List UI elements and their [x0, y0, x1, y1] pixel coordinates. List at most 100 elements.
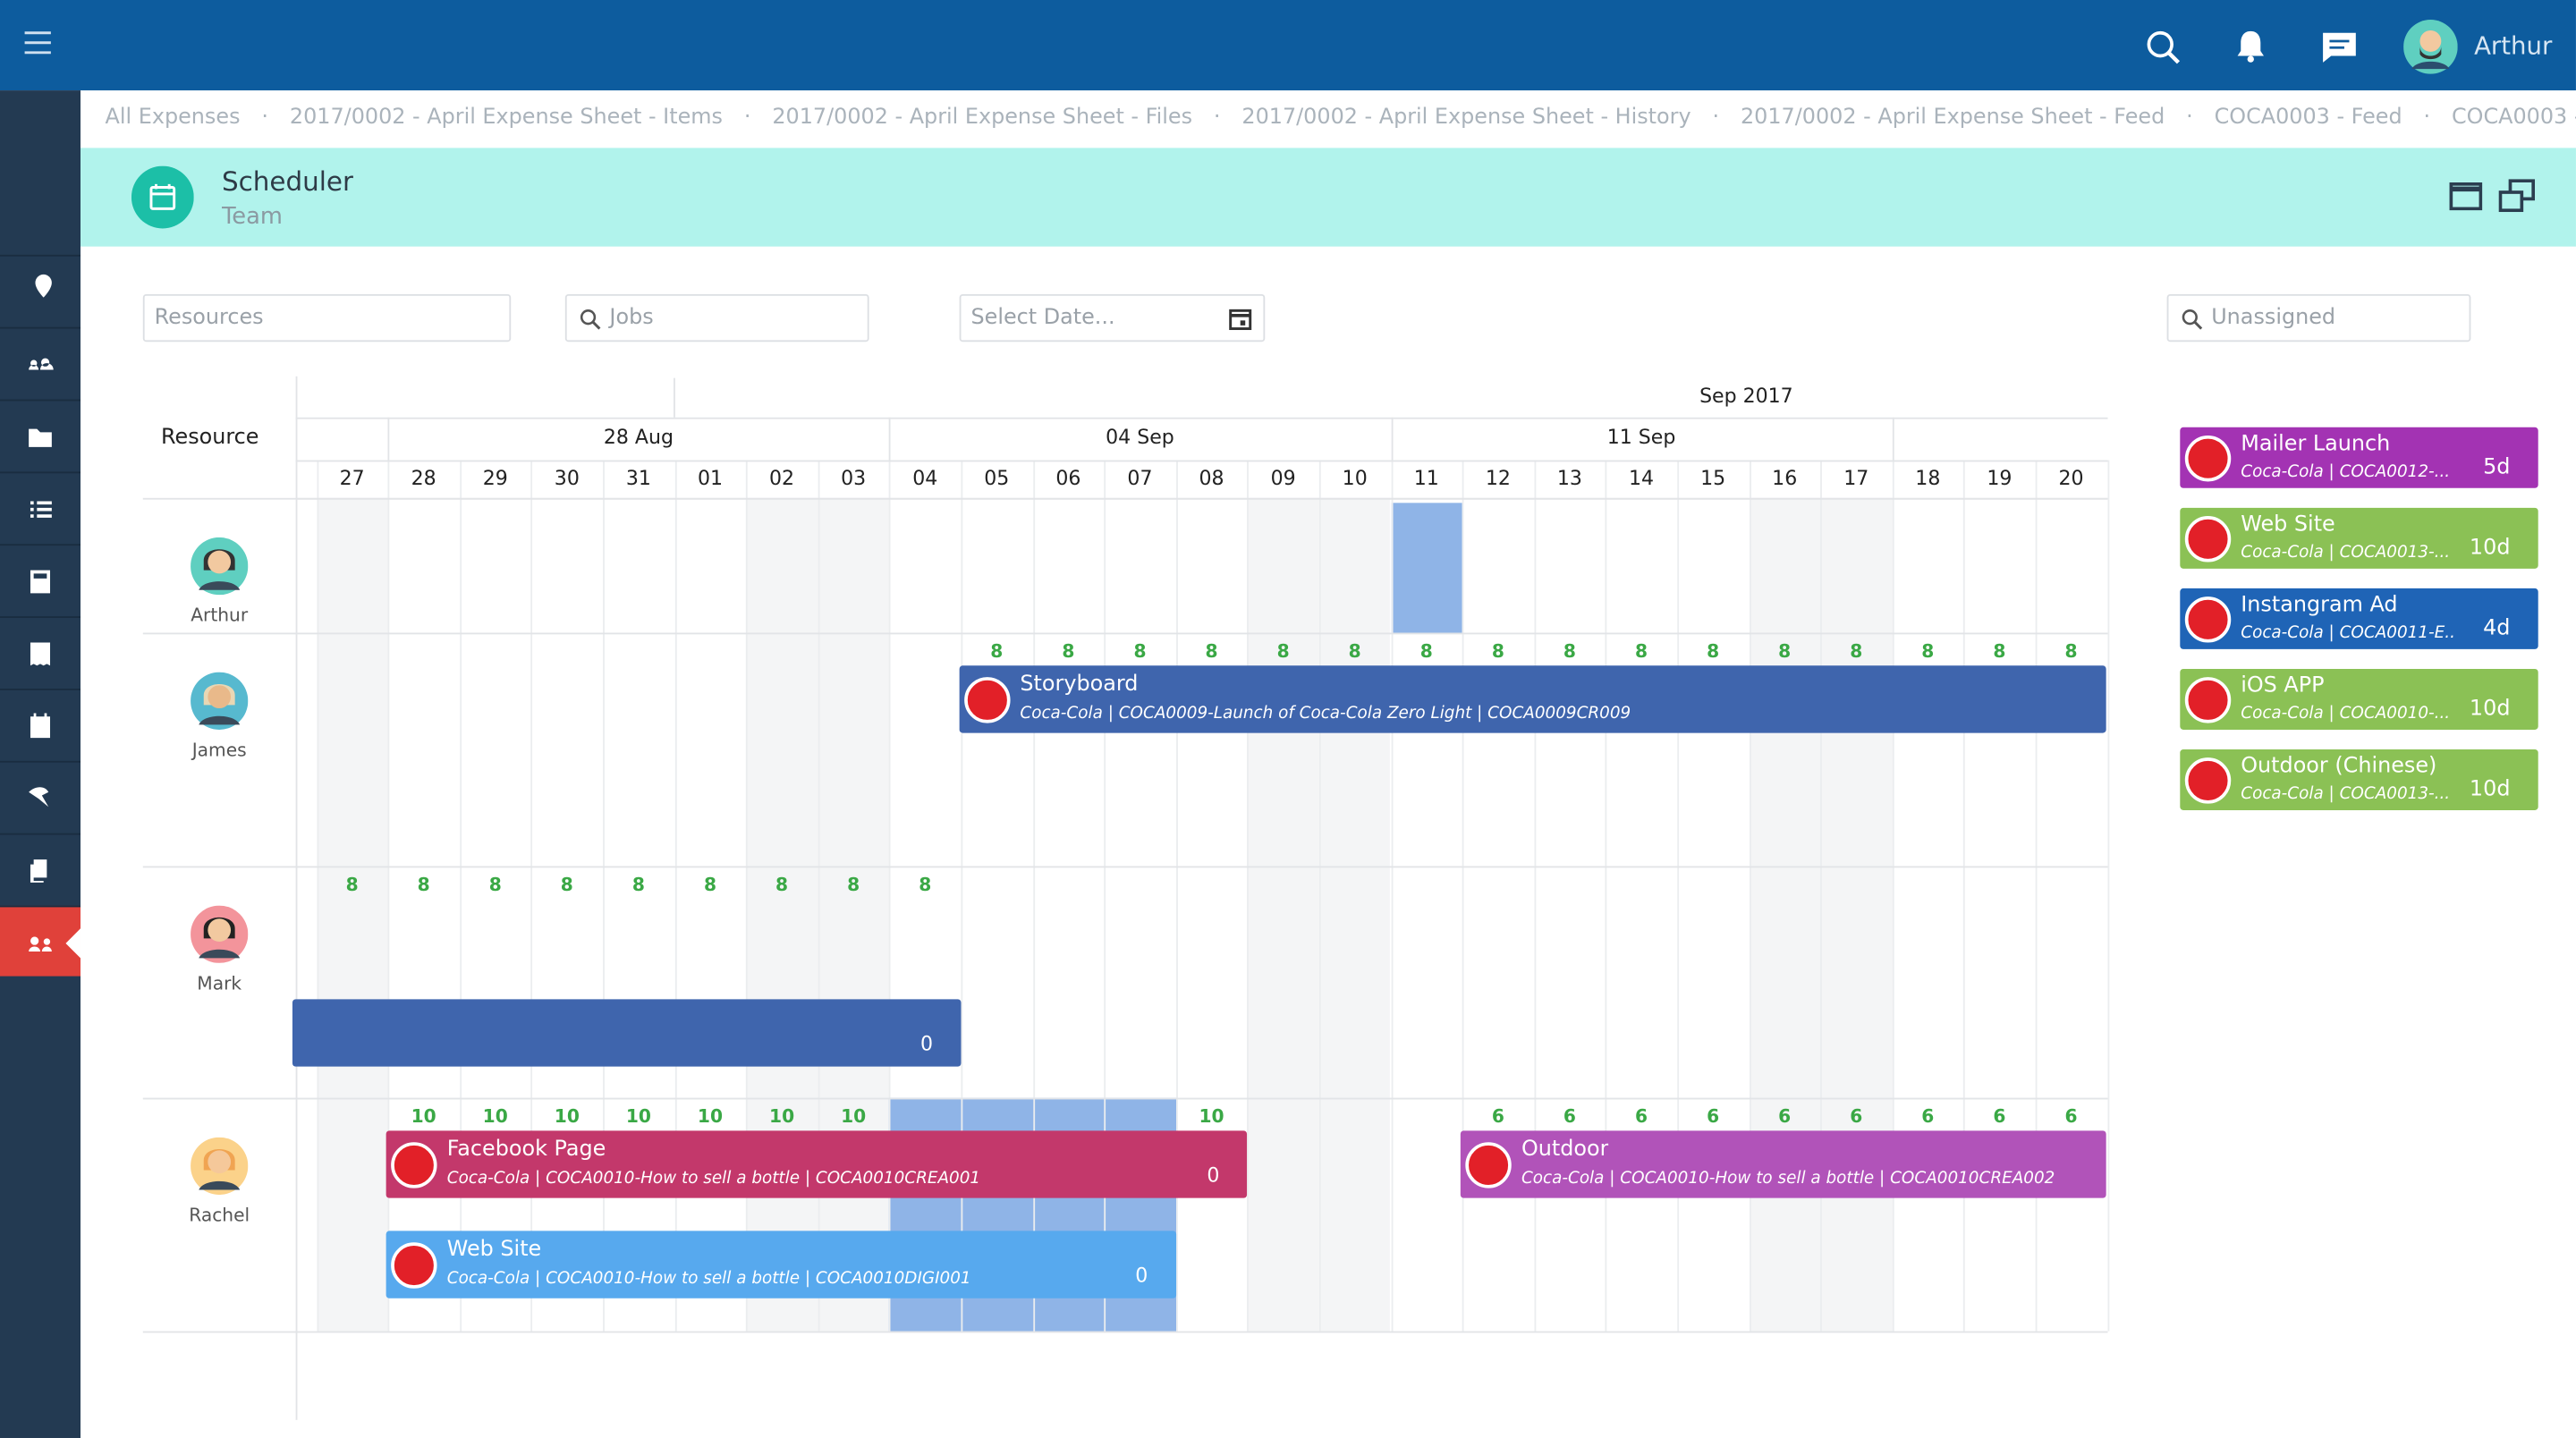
- day-label: 29: [482, 466, 508, 490]
- hours-label: 8: [703, 874, 717, 896]
- weekend-shade: [1820, 497, 1893, 1332]
- hours-label: 10: [1199, 1105, 1224, 1128]
- remaining-label: 0: [919, 1032, 934, 1055]
- column-line: [818, 460, 819, 1332]
- logo: [2184, 516, 2232, 563]
- breadcrumb[interactable]: 2017/0002 - April Expense Sheet - Items: [289, 105, 723, 131]
- sidebar-item[interactable]: [0, 544, 80, 614]
- unassigned-job[interactable]: iOS APP Coca-Cola | COCA0010-... 10d: [2180, 668, 2538, 730]
- sidebar-item[interactable]: [0, 833, 80, 904]
- row-line: [142, 866, 2107, 868]
- resource-avatar: [191, 537, 249, 596]
- separator: ·: [261, 105, 269, 131]
- date-filter[interactable]: Select Date...: [959, 293, 1266, 343]
- resource-avatar: [191, 1137, 249, 1196]
- job-duration: 4d: [2483, 616, 2511, 641]
- top-bar: Arthur: [0, 0, 2576, 91]
- chat-icon[interactable]: [2321, 31, 2357, 64]
- sidebar-item[interactable]: [0, 471, 80, 542]
- week-line: [1892, 417, 1894, 461]
- event-bar[interactable]: Outdoor Coca-Cola | COCA0010-How to sell …: [1460, 1130, 2107, 1198]
- event-subtitle: Coca-Cola | COCA0010-How to sell a bottl…: [1521, 1170, 2055, 1188]
- hours-label: 6: [1921, 1105, 1935, 1128]
- logo: [2184, 757, 2232, 804]
- breadcrumb[interactable]: COCA0003 - Jobs: [2451, 105, 2576, 131]
- hours-label: 8: [1707, 640, 1720, 663]
- row-line: [142, 632, 2107, 635]
- sidebar-item[interactable]: [0, 905, 80, 977]
- hours-label: 8: [631, 874, 645, 896]
- hours-label: 8: [1133, 640, 1147, 663]
- unassigned-job[interactable]: Web Site Coca-Cola | COCA0013-... 10d: [2180, 507, 2538, 569]
- hours-label: 10: [841, 1105, 867, 1128]
- maximize-icon[interactable]: [2449, 182, 2483, 211]
- hours-label: 6: [1993, 1105, 2006, 1128]
- weekend-shade: [1318, 497, 1391, 1332]
- menu-icon[interactable]: [24, 31, 51, 55]
- breadcrumb[interactable]: 2017/0002 - April Expense Sheet - Feed: [1740, 105, 2165, 131]
- event-bar[interactable]: Facebook Page Coca-Cola | COCA0010-How to…: [386, 1130, 1248, 1198]
- separator: ·: [1213, 105, 1221, 131]
- separator: ·: [2423, 105, 2431, 131]
- week-label: 04 Sep: [1106, 425, 1174, 449]
- resources-filter[interactable]: Resources: [142, 293, 512, 343]
- search-icon: [2182, 309, 2203, 330]
- event-subtitle: Coca-Cola | COCA0010-How to sell a bottl…: [446, 1170, 981, 1188]
- jobs-filter[interactable]: Jobs: [564, 293, 869, 343]
- hours-label: 8: [775, 874, 789, 896]
- hours-label: 8: [488, 874, 502, 896]
- column-line: [1820, 460, 1823, 1332]
- breadcrumb[interactable]: COCA0003 - Feed: [2214, 105, 2402, 131]
- unassigned-filter[interactable]: Unassigned: [2166, 293, 2471, 343]
- weekend-shade: [1247, 497, 1319, 1332]
- week-label: 11 Sep: [1606, 425, 1676, 449]
- page-subtitle: Team: [221, 203, 283, 231]
- unassigned-job[interactable]: Outdoor (Chinese) Coca-Cola | COCA0013-..…: [2180, 749, 2538, 810]
- event-bar[interactable]: Web Site Coca-Cola | COCA0010-How to sell…: [386, 1231, 1176, 1298]
- day-label: 12: [1485, 466, 1511, 490]
- event-bar[interactable]: Storyboard Coca-Cola | COCA0009-Launch of…: [959, 665, 2107, 733]
- bell-icon[interactable]: [2236, 30, 2266, 63]
- sidebar-item[interactable]: [0, 399, 80, 470]
- page-header: Scheduler Team: [80, 148, 2576, 247]
- sidebar-item[interactable]: [0, 760, 80, 832]
- hours-label: 8: [1205, 640, 1218, 663]
- search-icon[interactable]: [2146, 30, 2182, 65]
- restore-icon[interactable]: [2498, 179, 2536, 213]
- sidebar-item[interactable]: [0, 616, 80, 687]
- breadcrumb[interactable]: 2017/0002 - April Expense Sheet - Files: [772, 105, 1193, 131]
- breadcrumb[interactable]: All Expenses: [105, 105, 241, 131]
- event-title: Storyboard: [1020, 672, 1139, 698]
- user-avatar[interactable]: [2403, 20, 2458, 74]
- hours-label: 8: [1491, 640, 1504, 663]
- hours-label: 8: [1850, 640, 1863, 663]
- weekend-shade: [316, 497, 388, 1332]
- calendar-icon[interactable]: [1229, 308, 1252, 331]
- hours-label: 8: [1563, 640, 1576, 663]
- column-line: [2035, 460, 2038, 1332]
- hours-label: 8: [990, 640, 1004, 663]
- hours-label: 8: [847, 874, 860, 896]
- day-label: 10: [1342, 466, 1368, 490]
- unassigned-job[interactable]: Instangram Ad Coca-Cola | COCA0011-E... 4d: [2180, 588, 2538, 649]
- hours-label: 6: [1707, 1105, 1720, 1128]
- search-icon: [580, 309, 601, 330]
- job-title: Outdoor (Chinese): [2241, 754, 2437, 780]
- unassigned-job[interactable]: Mailer Launch Coca-Cola | COCA0012-... 5d: [2180, 427, 2538, 488]
- row-line: [142, 1097, 2107, 1100]
- job-duration: 10d: [2469, 777, 2511, 802]
- sidebar-item[interactable]: [0, 254, 80, 326]
- sidebar-icon: [30, 642, 51, 666]
- hours-label: 6: [1563, 1105, 1576, 1128]
- sidebar-item[interactable]: [0, 326, 80, 398]
- breadcrumb[interactable]: 2017/0002 - April Expense Sheet - Histor…: [1241, 105, 1691, 131]
- column-line: [1104, 460, 1106, 1332]
- header-line: [295, 460, 2107, 462]
- event-subtitle: Coca-Cola | COCA0009-Launch of Coca-Cola…: [1020, 705, 1631, 723]
- job-subtitle: Coca-Cola | COCA0010-...: [2241, 705, 2451, 723]
- event-bar[interactable]: 0: [292, 999, 962, 1067]
- hours-label: 8: [1062, 640, 1075, 663]
- user-name[interactable]: Arthur: [2474, 30, 2553, 61]
- sidebar-item[interactable]: [0, 688, 80, 759]
